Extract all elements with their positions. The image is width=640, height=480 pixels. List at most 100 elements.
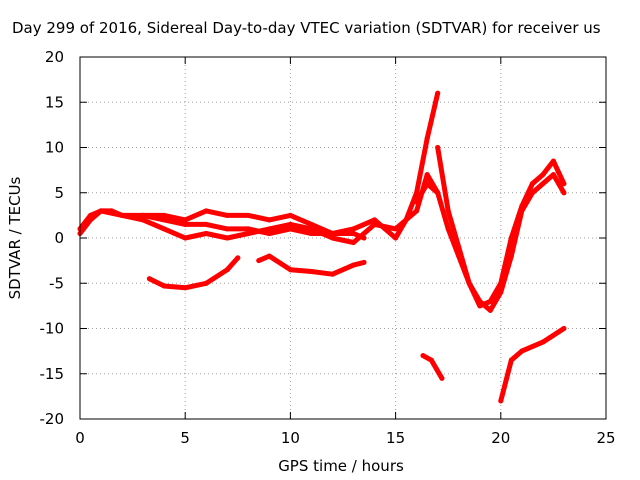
data-point [508, 357, 514, 363]
data-point [435, 90, 441, 96]
data-point [182, 235, 188, 241]
data-point [498, 398, 504, 404]
data-point [435, 190, 441, 196]
axis-ticks [79, 56, 607, 420]
data-point [424, 172, 430, 178]
data-point [161, 212, 167, 218]
data-point [351, 226, 356, 232]
series-track-3 [140, 208, 367, 241]
data-point [161, 226, 167, 232]
data-point [182, 221, 188, 227]
data-point [540, 172, 546, 178]
data-point [287, 212, 293, 218]
data-point [182, 285, 188, 291]
data-point [487, 307, 493, 313]
data-point [424, 135, 430, 141]
data-point [98, 208, 104, 214]
data-point [508, 253, 514, 259]
data-point [245, 212, 251, 218]
y-tick-label: -20 [40, 410, 65, 428]
data-point [428, 357, 434, 363]
data-point [456, 244, 462, 250]
data-point [498, 289, 504, 295]
data-point [414, 199, 420, 205]
data-point [235, 255, 241, 261]
data-point [439, 375, 445, 381]
data-point [287, 267, 293, 273]
data-point [445, 208, 451, 214]
x-tick-label: 10 [281, 429, 300, 447]
y-tick-label: -15 [40, 365, 65, 383]
y-axis-title: SDTVAR / TECUs [6, 176, 24, 299]
data-point [372, 217, 378, 223]
data-point [224, 212, 230, 218]
data-point [266, 217, 272, 223]
x-tick-label: 20 [491, 429, 510, 447]
x-tick-label: 15 [386, 429, 405, 447]
data-point [519, 348, 525, 354]
data-point [508, 235, 514, 241]
chart-title: Day 299 of 2016, Sidereal Day-to-day VTE… [12, 19, 601, 37]
data-point [561, 326, 567, 331]
data-point [266, 231, 272, 236]
data-point [424, 181, 430, 187]
data-point [550, 158, 556, 164]
data-point [420, 353, 426, 359]
y-tick-label: 5 [54, 184, 64, 202]
data-point [203, 208, 209, 214]
data-point [330, 235, 335, 241]
data-point [540, 339, 546, 345]
y-tick-label: 20 [45, 48, 64, 66]
series-track-6 [146, 255, 241, 291]
y-tick-label: 15 [45, 93, 64, 111]
data-point [414, 190, 420, 196]
data-point [140, 217, 146, 223]
data-point [351, 262, 356, 268]
data-point [308, 231, 314, 236]
data-point [550, 172, 556, 178]
data-point [161, 217, 167, 223]
x-tick-labels: 0 5 10 15 20 25 [75, 429, 615, 447]
data-point [361, 235, 367, 241]
data-point [287, 226, 293, 232]
data-point [140, 212, 146, 218]
data-point [266, 253, 272, 259]
data-point [146, 276, 152, 282]
y-tick-label: 0 [54, 229, 64, 247]
data-point [498, 280, 504, 286]
data-point [88, 217, 93, 223]
data-point [287, 221, 293, 227]
data-point [487, 298, 493, 304]
data-point [224, 267, 230, 273]
y-tick-label: 10 [45, 139, 64, 157]
data-point [224, 235, 230, 241]
data-point [256, 258, 262, 264]
series-track-2 [77, 172, 441, 245]
data-point [266, 226, 272, 232]
data-point [119, 212, 125, 218]
data-point [466, 280, 472, 286]
data-point [529, 181, 535, 187]
data-point [203, 280, 209, 286]
data-point [351, 240, 356, 245]
data-point [561, 190, 567, 196]
data-point [477, 303, 483, 309]
data-point [445, 226, 451, 232]
data-point [540, 181, 546, 187]
data-point [351, 231, 356, 236]
y-tick-labels: -20 -15 -10 -5 0 5 10 15 20 [40, 48, 65, 428]
data-point [203, 231, 209, 236]
series-track-9 [498, 326, 567, 404]
data-point [414, 208, 420, 214]
y-tick-label: -5 [49, 274, 64, 292]
x-axis-title: GPS time / hours [278, 457, 404, 475]
data-point [161, 283, 167, 289]
data-point [330, 271, 335, 277]
data-point [393, 235, 399, 241]
data-point [393, 226, 399, 232]
x-tick-label: 5 [180, 429, 190, 447]
data-point [561, 181, 567, 187]
data-point [361, 259, 367, 265]
data-point [308, 269, 314, 274]
